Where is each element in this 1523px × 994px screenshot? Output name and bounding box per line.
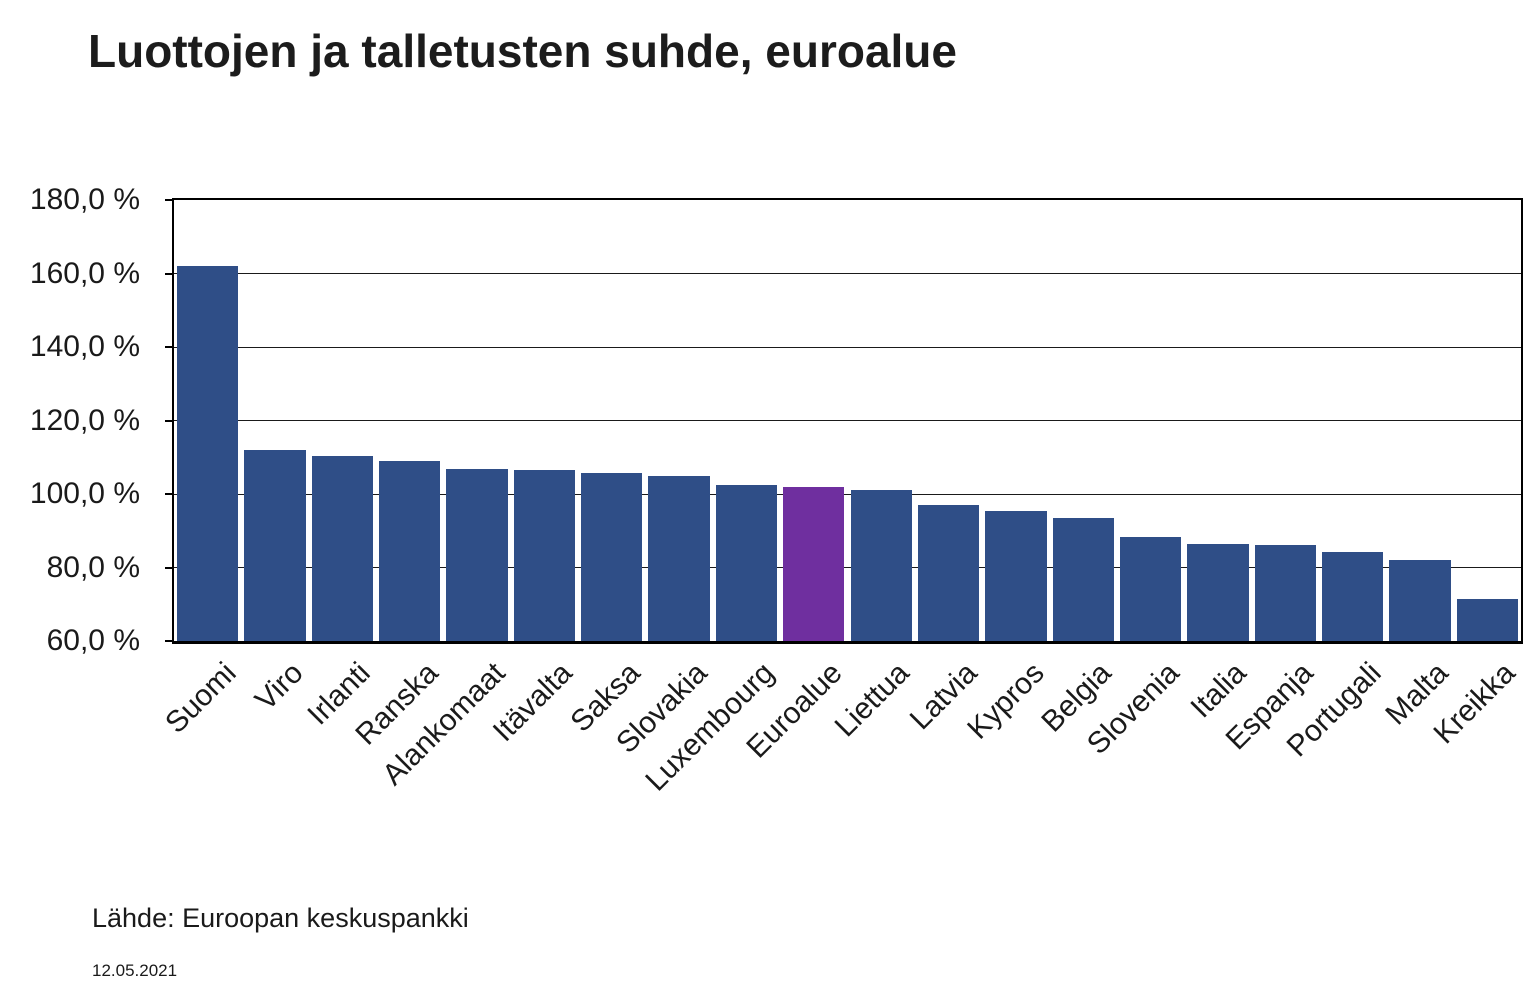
y-tick-mark-140 <box>165 346 172 348</box>
y-tick-label-160: 160,0 % <box>29 256 140 290</box>
bar-malta <box>1389 559 1451 641</box>
y-tick-mark-60 <box>165 640 172 642</box>
chart-title: Luottojen ja talletusten suhde, euroalue <box>88 25 957 77</box>
bar-belgia <box>1052 517 1114 641</box>
y-tick-label-140: 140,0 % <box>29 330 140 363</box>
gridline-100 <box>174 493 1521 495</box>
bar-liettua <box>850 490 912 641</box>
bar-kreikka <box>1456 599 1518 641</box>
source-text: Lähde: Euroopan keskuspankki <box>92 903 469 933</box>
gridline-120 <box>174 420 1521 421</box>
bar-euroalue <box>783 487 845 641</box>
y-tick-label-120: 120,0 % <box>29 403 140 437</box>
y-tick-label-100: 100,0 % <box>29 477 140 510</box>
bar-viro <box>244 450 306 641</box>
bar-espanja <box>1254 545 1316 641</box>
bar-portugali <box>1321 552 1384 641</box>
bar-latvia <box>917 505 980 641</box>
y-tick-mark-160 <box>165 272 172 275</box>
bar-ranska <box>379 460 441 641</box>
gridline-80 <box>174 567 1521 568</box>
y-tick-mark-80 <box>165 566 172 569</box>
bar-irlanti <box>311 455 374 641</box>
y-tick-mark-120 <box>165 419 172 422</box>
bar-slovenia <box>1119 537 1182 641</box>
bar-luxembourg <box>715 485 778 641</box>
bar-italia <box>1187 543 1249 641</box>
plot-area <box>172 198 1523 644</box>
y-tick-label-60: 60,0 % <box>46 624 140 657</box>
y-tick-mark-180 <box>165 199 172 201</box>
bar-kypros <box>985 510 1047 641</box>
gridline-140 <box>174 346 1521 348</box>
y-tick-label-180: 180,0 % <box>29 183 140 216</box>
bar-itävalta <box>513 469 576 641</box>
bar-saksa <box>581 472 643 641</box>
y-tick-mark-100 <box>165 493 172 495</box>
bar-slovakia <box>648 476 710 641</box>
date-text: 12.05.2021 <box>92 961 178 980</box>
y-tick-label-80: 80,0 % <box>46 550 140 584</box>
bar-alankomaat <box>446 469 508 641</box>
gridline-160 <box>174 273 1521 274</box>
bar-suomi <box>177 266 239 641</box>
